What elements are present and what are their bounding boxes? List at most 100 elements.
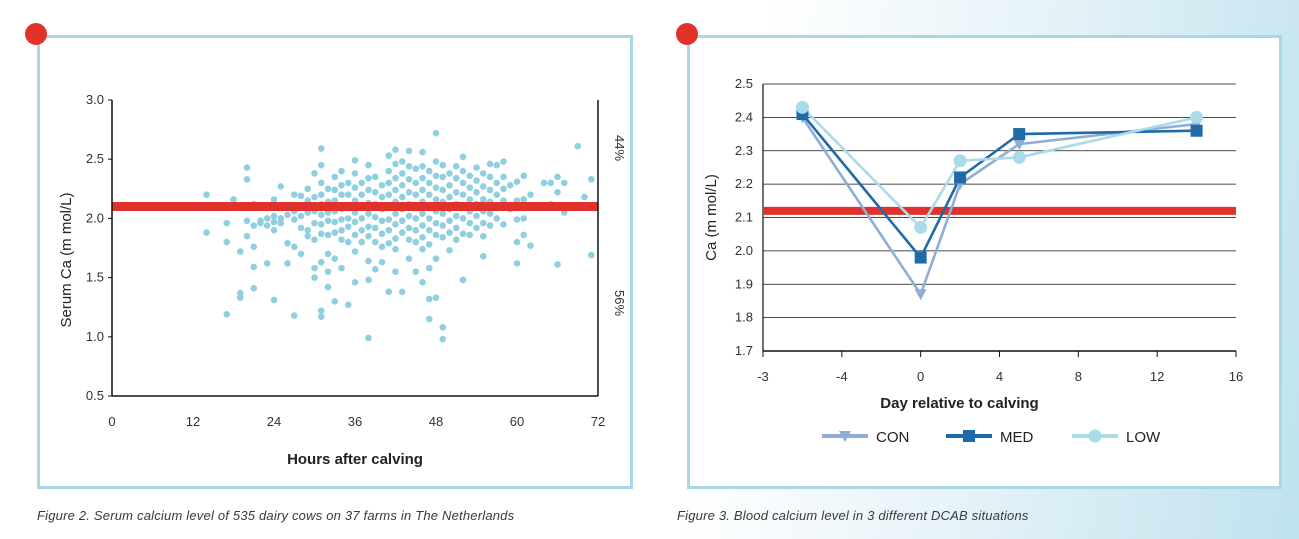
scatter-point [486, 173, 494, 181]
scatter-point [459, 215, 467, 222]
scatter-point [290, 312, 298, 319]
scatter-point [459, 167, 467, 175]
scatter-point [270, 196, 278, 203]
scatter-point [365, 276, 372, 284]
scatter-point [560, 179, 568, 187]
scatter-point [331, 218, 339, 226]
scatter-point [311, 236, 318, 244]
scatter-point [344, 301, 352, 309]
scatter-point [250, 222, 258, 229]
scatter-point [351, 279, 359, 286]
legend-label-low: LOW [1126, 429, 1161, 446]
scatter-point [284, 239, 291, 247]
scatter-point [452, 212, 460, 220]
scatter-point [223, 238, 231, 246]
scatter-point [331, 229, 339, 236]
data-point-con [1013, 139, 1026, 151]
scatter-point [317, 191, 325, 199]
scatter-point [392, 268, 399, 275]
scatter-point [439, 210, 447, 217]
scatter-point [371, 266, 379, 273]
y-tick-label: 2.5 [86, 151, 104, 166]
scatter-point [371, 238, 379, 246]
scatter-point [311, 193, 318, 201]
scatter-point [344, 191, 352, 199]
scatter-point [324, 250, 332, 258]
scatter-point [385, 239, 393, 247]
scatter-point [338, 181, 345, 189]
scatter-point [392, 210, 399, 217]
scatter-point [459, 191, 467, 199]
scatter-point [452, 236, 460, 244]
scatter-point [419, 163, 426, 170]
scatter-point [412, 165, 420, 172]
scatter-point [439, 234, 447, 241]
scatter-point [398, 158, 406, 165]
scatter-point [385, 152, 393, 159]
scatter-point [263, 260, 271, 267]
figure-2-marker-dot [25, 23, 47, 45]
x-tick-label: 4 [996, 369, 1003, 384]
scatter-point [311, 264, 318, 272]
y-tick-label: 1.8 [735, 310, 753, 325]
scatter-point [230, 196, 237, 203]
scatter-point [365, 334, 372, 342]
scatter-point [324, 268, 332, 275]
scatter-point [398, 181, 406, 189]
scatter-point [365, 186, 372, 194]
scatter-point [331, 297, 339, 305]
scatter-point [331, 173, 339, 181]
scatter-point [243, 232, 251, 240]
scatter-point [446, 181, 453, 189]
scatter-point [338, 167, 345, 175]
y-tick-label: 1.7 [735, 343, 753, 358]
scatter-point [304, 232, 312, 240]
scatter-point [344, 238, 352, 246]
scatter-point [581, 193, 588, 201]
scatter-point [365, 223, 372, 230]
scatter-point [479, 183, 487, 190]
data-point-med [1013, 128, 1026, 141]
scatter-point [398, 288, 406, 296]
scatter-point [392, 221, 399, 228]
scatter-point [439, 173, 447, 181]
scatter-point [540, 179, 548, 187]
y-tick-label: 2.1 [735, 210, 753, 225]
scatter-point [486, 222, 494, 229]
scatter-point [385, 216, 393, 223]
scatter-point [466, 231, 474, 239]
scatter-point [419, 148, 426, 156]
scatter-point [243, 164, 251, 171]
y-tick-label: 1.9 [735, 276, 753, 291]
scatter-point [331, 255, 339, 262]
figure-2-caption: Figure 2. Serum calcium level of 535 dai… [37, 508, 515, 523]
scatter-point [432, 294, 440, 302]
scatter-point [385, 191, 393, 199]
scatter-point [452, 163, 460, 170]
data-point-med [954, 171, 967, 184]
data-point-low [1190, 110, 1204, 124]
data-point-low [795, 100, 809, 114]
scatter-point [324, 217, 332, 225]
scatter-point [338, 226, 345, 234]
x-tick-label: -4 [836, 369, 848, 384]
scatter-point [459, 179, 467, 187]
scatter-point [473, 164, 480, 171]
scatter-point [317, 221, 325, 228]
scatter-point [405, 212, 413, 220]
scatter-point [419, 279, 426, 286]
x-tick-label: 8 [1075, 369, 1082, 384]
scatter-point [405, 236, 413, 244]
scatter-point [439, 335, 447, 343]
scatter-point [338, 216, 345, 223]
scatter-point [554, 189, 561, 196]
scatter-point [378, 193, 386, 201]
scatter-point [243, 217, 251, 225]
y-tick-label: 3.0 [86, 92, 104, 107]
scatter-point [466, 196, 474, 203]
scatter-point [432, 196, 440, 203]
scatter-point [331, 186, 339, 194]
scatter-point [432, 231, 440, 239]
scatter-point [324, 283, 332, 291]
scatter-point [500, 158, 507, 165]
